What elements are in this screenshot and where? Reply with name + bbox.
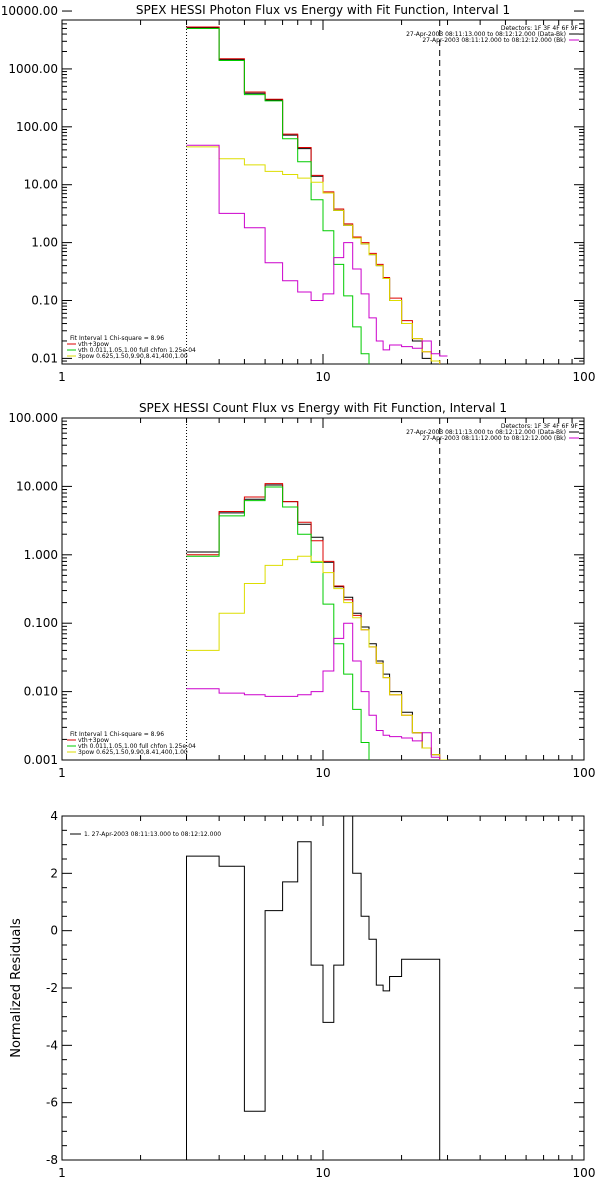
legend-entry: 3pow 0.625,1.50,9.90,8.41,400,1.00 — [78, 353, 188, 360]
y-tick-label: 1.000 — [24, 548, 58, 562]
chart-title: SPEX HESSI Photon Flux vs Energy with Fi… — [136, 3, 510, 17]
y-tick-label: 0 — [50, 924, 58, 938]
legend-entry: Fit Interval 1 Chi-square = 8.96 — [70, 335, 164, 342]
legend-entry: vth+3pow — [78, 737, 109, 744]
series-3pow-line — [186, 146, 441, 364]
x-tick-label: 1 — [58, 766, 66, 780]
y-tick-label: 2 — [50, 866, 58, 880]
legend-entry: Fit Interval 1 Chi-square = 8.96 — [70, 731, 164, 738]
legend-entry: Detectors: 1F 3F 4F 6F 9F — [501, 25, 579, 32]
legend-entry: 27-Apr-2003 08:11:13.000 to 08:12:12.000… — [406, 429, 566, 436]
x-tick-label: 1 — [58, 370, 66, 384]
normalized-residuals-panel: 1 10 100 -8 -6 -4 -2 0 2 4 Normalized Residuals 1. … — [9, 809, 595, 1180]
legend-entry: 27-Apr-2003 08:11:13.000 to 08:12:12.000… — [406, 31, 566, 38]
count-flux-panel: SPEX HESSI Count Flux vs Energy with Fit… — [8, 401, 595, 780]
legend-entry: Detectors: 1F 3F 4F 6F 9F — [501, 423, 579, 430]
y-tick-label: -6 — [46, 1096, 58, 1110]
y-tick-label: 0.01 — [31, 351, 58, 365]
series-vth-3pow-line — [186, 26, 441, 364]
series-data-bk-line — [186, 484, 448, 760]
y-tick-label: -2 — [46, 981, 58, 995]
y-tick-label: 10.000 — [16, 479, 58, 493]
x-tick-label: 10 — [315, 370, 330, 384]
y-tick-label: 0.10 — [31, 293, 58, 307]
y-tick-label: 0.010 — [24, 685, 58, 699]
x-tick-label: 100 — [573, 766, 596, 780]
series-vth-3pow-line — [186, 483, 448, 760]
series-residuals-line — [186, 816, 441, 1160]
x-tick-label: 10 — [315, 766, 330, 780]
x-tick-label: 10 — [315, 1166, 330, 1180]
y-tick-label: 0.001 — [24, 753, 58, 767]
x-tick-label: 100 — [573, 1166, 596, 1180]
x-tick-label: 100 — [573, 370, 596, 384]
legend-entry: vth+3pow — [78, 341, 109, 348]
y-tick-label: -4 — [46, 1038, 58, 1052]
photon-flux-panel: SPEX HESSI Photon Flux vs Energy with Fi… — [1, 3, 596, 384]
y-tick-label: -8 — [46, 1153, 58, 1167]
y-tick-label: 100.00 — [16, 120, 58, 134]
legend-entry: 27-Apr-2003 08:11:12.000 to 08:12:12.000… — [422, 435, 566, 442]
legend-entry: 1. 27-Apr-2003 08:11:13.000 to 08:12:12.… — [84, 831, 221, 838]
series-3pow-line — [186, 555, 448, 760]
chart-title: SPEX HESSI Count Flux vs Energy with Fit… — [139, 401, 507, 415]
y-tick-label: 1000.00 — [8, 62, 58, 76]
legend-entry: vth 0.011,1.05,1.00 full chfon 1.25e-04 — [78, 347, 196, 354]
y-tick-label: 0.100 — [24, 616, 58, 630]
x-tick-label: 1 — [58, 1166, 66, 1180]
series-bk-line — [186, 144, 448, 357]
y-tick-label: 10.00 — [24, 178, 58, 192]
legend-entry: 27-Apr-2003 08:11:12.000 to 08:12:12.000… — [422, 37, 566, 44]
series-vth-line — [186, 28, 370, 364]
y-tick-label: 100.000 — [8, 411, 58, 425]
y-tick-label: 1.00 — [31, 236, 58, 250]
y-tick-label: 10000.00 — [1, 4, 58, 18]
series-bk-line — [186, 622, 441, 760]
legend-entry: 3pow 0.625,1.50,9.90,8.41,400,1.00 — [78, 749, 188, 756]
y-tick-label: 4 — [50, 809, 58, 823]
y-axis-label: Normalized Residuals — [9, 918, 24, 1058]
legend-entry: vth 0.011,1.05,1.00 full chfon 1.25e-04 — [78, 743, 196, 750]
series-vth-line — [186, 486, 370, 760]
